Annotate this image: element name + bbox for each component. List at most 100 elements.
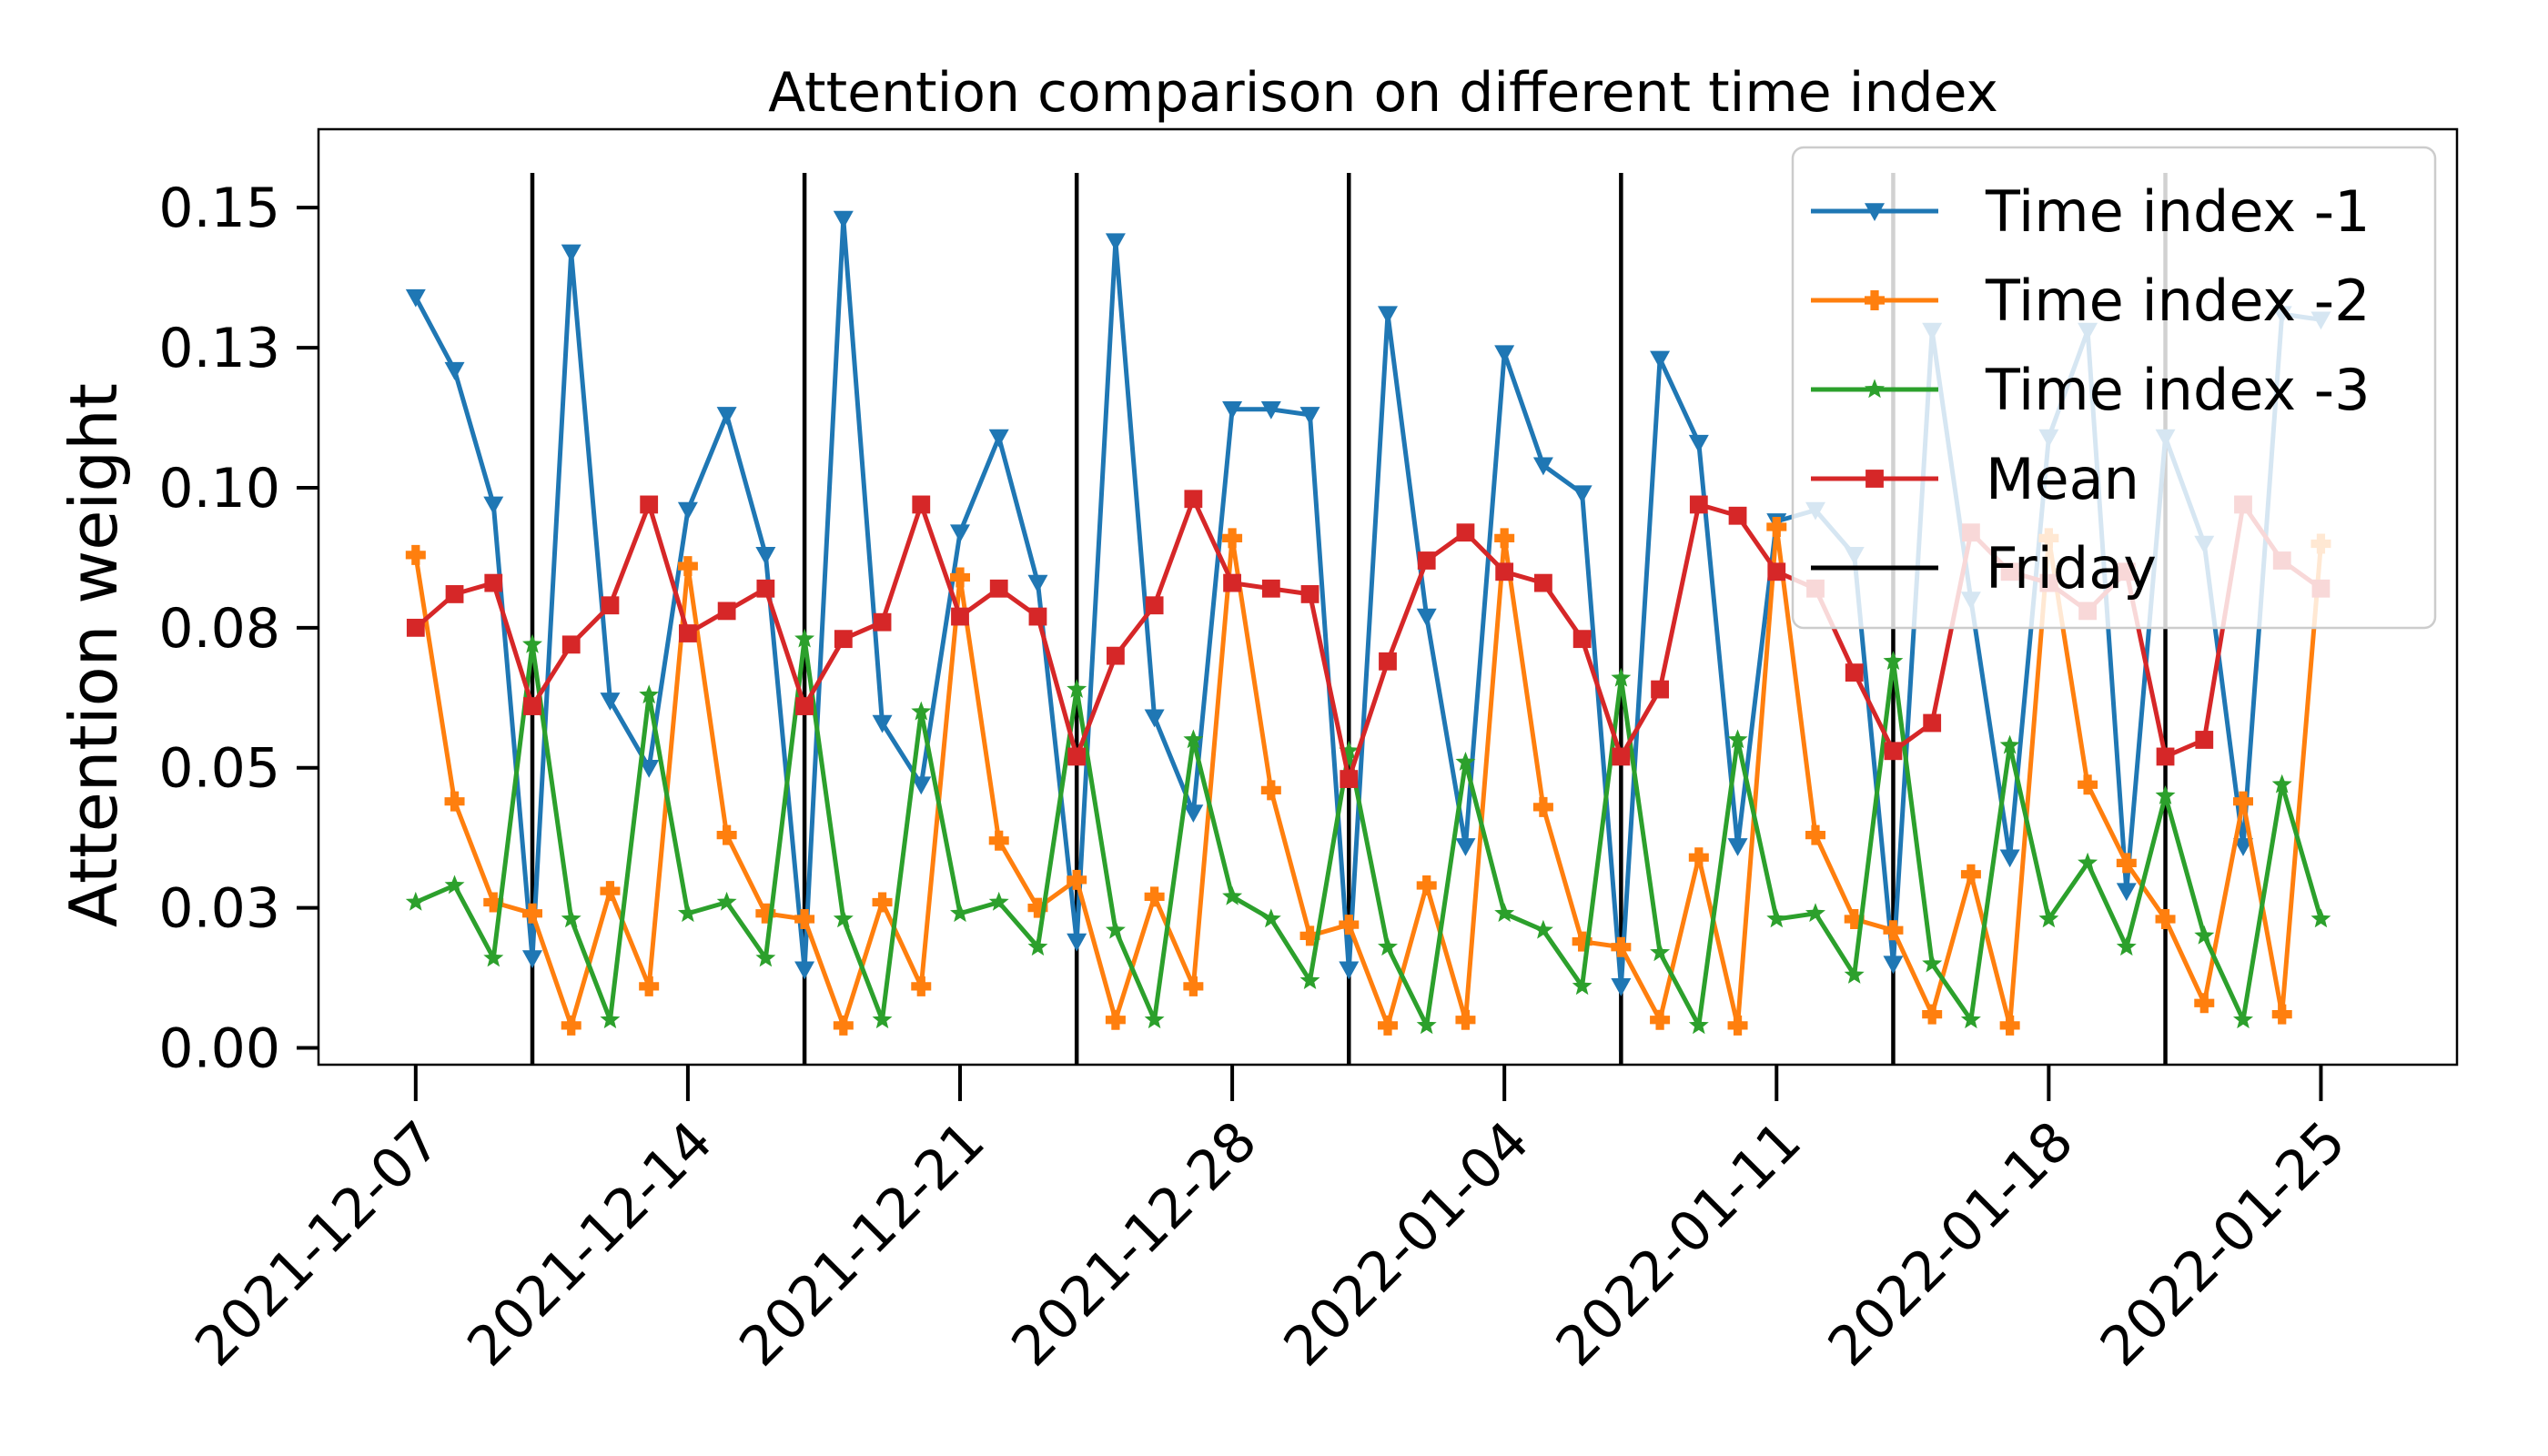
data-point <box>1456 523 1475 542</box>
data-point <box>1299 925 1320 946</box>
series-line-time-index-3 <box>414 636 2323 1028</box>
data-point <box>1184 490 1203 509</box>
data-point <box>911 976 932 996</box>
data-point <box>445 585 464 603</box>
data-point <box>1766 908 1787 928</box>
data-point <box>600 1009 621 1029</box>
data-point <box>2078 774 2098 795</box>
data-point <box>794 628 815 648</box>
data-point <box>1299 970 1320 989</box>
data-point <box>872 1009 893 1029</box>
data-point <box>1223 573 1241 592</box>
data-point <box>1728 506 1747 525</box>
data-point <box>717 602 736 621</box>
y-tick-label: 0.10 <box>158 457 280 521</box>
legend-item-time-index-3: Time index -3 <box>1811 357 2371 423</box>
data-point <box>522 903 542 924</box>
data-point <box>1494 903 1515 923</box>
data-point <box>639 976 660 996</box>
legend: Time index -1 Time index -2 Time index -3 M… <box>1791 146 2437 630</box>
data-point <box>1416 875 1437 896</box>
data-point <box>483 892 504 913</box>
data-point <box>561 635 581 654</box>
data-point <box>522 633 542 653</box>
data-point <box>1416 1015 1437 1035</box>
y-tick-label: 0.15 <box>158 177 280 240</box>
data-point <box>833 1015 854 1036</box>
data-point <box>1883 956 1904 975</box>
data-point <box>1805 903 1825 923</box>
data-point <box>2078 852 2098 872</box>
legend-marker <box>1866 470 1884 488</box>
y-axis-title: Attention weight <box>56 383 132 927</box>
series-time-index-1 <box>405 210 2331 996</box>
data-point <box>444 791 465 812</box>
data-point <box>950 524 970 543</box>
legend-marker <box>1865 203 1885 221</box>
data-point <box>1494 528 1515 549</box>
data-point <box>989 579 1008 598</box>
data-point <box>1379 652 1397 671</box>
data-point <box>1532 919 1553 939</box>
data-point <box>561 244 581 263</box>
legend-item-mean: Mean <box>1811 446 2139 512</box>
data-point <box>1222 885 1243 905</box>
data-point <box>1960 1009 1981 1029</box>
data-point <box>1805 824 1825 845</box>
data-point <box>1144 709 1165 728</box>
data-point <box>1027 897 1048 918</box>
data-point <box>1222 400 1243 420</box>
x-tick-label: 2022-01-25 <box>2088 1109 2358 1379</box>
data-point <box>1999 849 2020 868</box>
data-point <box>1844 908 1865 929</box>
data-point <box>1572 976 1592 996</box>
data-point <box>716 891 737 911</box>
data-point <box>2156 747 2175 766</box>
data-point <box>2233 1009 2253 1029</box>
data-point <box>1339 915 1360 935</box>
data-point <box>1495 562 1514 581</box>
data-point <box>911 701 932 721</box>
data-point <box>1923 713 1942 733</box>
data-point <box>1339 740 1360 760</box>
data-point <box>1572 931 1592 952</box>
data-point <box>1339 961 1360 980</box>
x-tick-label: 2021-12-28 <box>1000 1109 1269 1379</box>
legend-box <box>1791 146 2437 630</box>
data-point <box>911 776 932 795</box>
data-point <box>1067 869 1087 890</box>
data-point <box>1105 1009 1126 1030</box>
data-point <box>1534 573 1552 592</box>
x-tick-label: 2022-01-04 <box>1272 1109 1542 1379</box>
data-point <box>1766 517 1787 538</box>
data-point <box>1455 838 1476 856</box>
data-point <box>600 693 621 711</box>
data-point <box>444 361 465 380</box>
series-layer <box>405 210 2331 1036</box>
y-tick-label: 0.13 <box>158 317 280 380</box>
data-point <box>523 697 541 715</box>
data-point <box>1183 976 1204 996</box>
data-point <box>1067 933 1087 952</box>
plot-frame <box>317 127 2459 1067</box>
data-point <box>1027 936 1048 956</box>
data-point <box>1651 680 1669 699</box>
data-point <box>1688 847 1709 868</box>
legend-label: Friday <box>1986 535 2157 602</box>
data-point <box>1260 780 1281 801</box>
legend-item-time-index-2: Time index -2 <box>1811 268 2371 334</box>
legend-label: Time index -3 <box>1985 357 2371 423</box>
data-point <box>1494 345 1515 364</box>
data-point <box>1067 679 1087 698</box>
x-tick-label: 2021-12-07 <box>183 1109 452 1379</box>
data-point <box>677 556 698 577</box>
data-point <box>1532 796 1553 817</box>
y-tick-label: 0.08 <box>158 597 280 661</box>
data-point <box>795 697 814 715</box>
data-point <box>1067 747 1087 766</box>
data-point <box>1105 919 1126 939</box>
data-point <box>1767 562 1786 581</box>
data-point <box>2116 853 2137 874</box>
data-point <box>601 596 620 615</box>
